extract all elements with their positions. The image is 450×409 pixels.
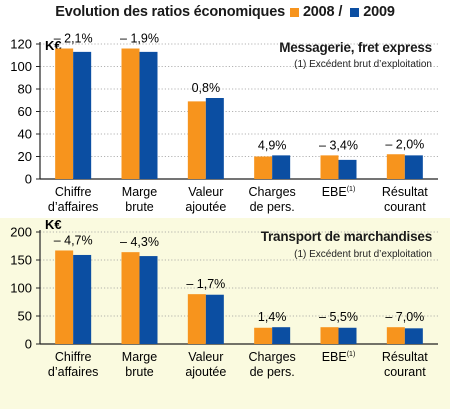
- chart-title: Messagerie, fret express: [279, 40, 432, 55]
- bar-2009: [205, 98, 224, 179]
- x-tick-label: Résultat: [382, 350, 428, 364]
- y-tick-label: 50: [18, 309, 32, 324]
- bar-2009: [272, 155, 291, 179]
- change-label: – 7,0%: [385, 310, 424, 324]
- y-tick-label: 120: [10, 37, 32, 52]
- chart-footnote: (1) Excédent brut d’exploitation: [294, 249, 432, 260]
- x-tick-label: Valeur: [188, 185, 223, 199]
- bar-2009: [73, 254, 92, 344]
- x-tick-label: d’affaires: [48, 365, 99, 379]
- y-tick-label: 100: [10, 281, 32, 296]
- y-tick-label: 200: [10, 225, 32, 240]
- change-label: – 4,3%: [120, 235, 159, 249]
- bar-2009: [404, 155, 423, 179]
- x-tick-label: d’affaires: [48, 200, 99, 214]
- footnote-marker: (1): [347, 186, 356, 193]
- x-tick-label: Chiffre: [55, 185, 92, 199]
- legend-separator: /: [338, 4, 343, 20]
- x-tick-label: Marge: [122, 350, 157, 364]
- x-tick-label: ajoutée: [185, 365, 226, 379]
- x-tick-label: EBE(1): [322, 185, 356, 199]
- bar-2009: [404, 328, 423, 344]
- bar-2009: [139, 51, 158, 179]
- change-label: – 2,1%: [54, 32, 93, 46]
- change-label: 0,8%: [192, 81, 221, 95]
- chart-title: Transport de marchandises: [260, 229, 433, 244]
- legend-label-2008: 2008: [302, 4, 335, 20]
- x-tick-label: Charges: [249, 185, 296, 199]
- y-tick-label: 80: [18, 82, 32, 97]
- legend-swatch-2008: [289, 7, 299, 17]
- change-label: – 1,9%: [120, 32, 159, 46]
- bar-2008: [121, 48, 140, 179]
- change-label: – 3,4%: [319, 138, 358, 152]
- change-label: 1,4%: [258, 310, 287, 324]
- x-tick-label: brute: [125, 200, 154, 214]
- bar-2008: [320, 327, 339, 344]
- bar-2009: [272, 327, 291, 344]
- y-tick-label: 60: [18, 104, 32, 119]
- chart-footnote: (1) Excédent brut d’exploitation: [294, 59, 432, 70]
- x-tick-label: de pers.: [250, 200, 295, 214]
- bar-2008: [187, 294, 206, 344]
- x-tick-label: Marge: [122, 185, 157, 199]
- x-tick-label: courant: [384, 200, 426, 214]
- figure-header: Evolution des ratios économiques 2008 / …: [0, 0, 450, 24]
- x-tick-label: Valeur: [188, 350, 223, 364]
- legend-swatch-2009: [350, 7, 360, 17]
- bar-2009: [338, 159, 357, 179]
- x-tick-label: EBE(1): [322, 350, 356, 364]
- x-tick-label: courant: [384, 365, 426, 379]
- x-tick-label: Résultat: [382, 185, 428, 199]
- x-tick-label: Charges: [249, 350, 296, 364]
- y-tick-label: 100: [10, 59, 32, 74]
- chart-panel-messagerie: 0 20 40 60 80 100 120 K€ – 2,1% Chiffre d’affaires…: [0, 24, 450, 218]
- bar-2009: [139, 256, 158, 344]
- x-tick-label: Chiffre: [55, 350, 92, 364]
- change-label: – 5,5%: [319, 310, 358, 324]
- bar-2009: [338, 327, 357, 344]
- y-tick-label: 20: [18, 149, 32, 164]
- legend-label-2009: 2009: [363, 4, 395, 20]
- bar-2008: [386, 154, 405, 179]
- x-tick-label: de pers.: [250, 365, 295, 379]
- bar-2009: [205, 294, 224, 344]
- bar-2008: [254, 156, 273, 179]
- footnote-marker: (1): [347, 351, 356, 358]
- x-tick-label: brute: [125, 365, 154, 379]
- chart-panel-transport: 0 50 100 150 200 K€ – 4,7% Chiffre d’affaires – 4…: [0, 218, 450, 409]
- bar-2008: [187, 101, 206, 179]
- bar-2008: [254, 327, 273, 344]
- bar-2008: [55, 250, 74, 344]
- bar-2009: [73, 51, 92, 179]
- change-label: – 4,7%: [54, 233, 93, 247]
- y-tick-label: 150: [10, 253, 32, 268]
- change-label: – 1,7%: [186, 277, 225, 291]
- y-tick-label: 40: [18, 127, 32, 142]
- x-tick-label: ajoutée: [185, 200, 226, 214]
- change-label: 4,9%: [258, 138, 287, 152]
- change-label: – 2,0%: [385, 137, 424, 151]
- figure-title: Evolution des ratios économiques: [55, 4, 285, 20]
- bar-2008: [386, 327, 405, 344]
- bar-2008: [121, 252, 140, 344]
- y-tick-label: 0: [25, 172, 32, 187]
- y-tick-label: 0: [25, 337, 32, 352]
- y-unit-label: K€: [45, 218, 62, 232]
- bar-2008: [55, 48, 74, 179]
- bar-2008: [320, 155, 339, 179]
